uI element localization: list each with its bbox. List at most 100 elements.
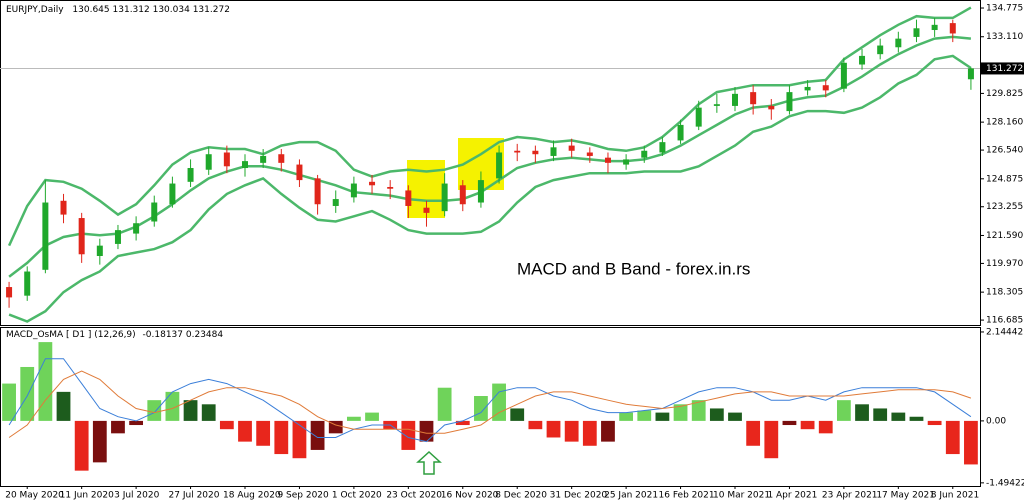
histogram-bar [38,342,53,421]
histogram-bar [546,420,561,438]
histogram-bar [219,420,234,430]
x-tick-label: 17 May 2021 [876,491,935,501]
x-tick-label: 8 Dec 2020 [495,491,547,501]
macd-panel-frame [0,327,981,487]
band-middle [8,35,972,278]
histogram-bar [945,420,960,455]
histogram-bar [601,420,615,442]
histogram-bar [346,416,361,421]
x-tick-label: 23 Oct 2020 [386,491,442,501]
histogram-bar [165,391,180,421]
last-price-label: 131.272 [986,64,1023,74]
histogram-bar [419,420,434,442]
histogram-bar [328,420,343,434]
y-tick-label: 129.825 [986,89,1023,99]
histogram-bar [310,420,325,450]
indicator-value: 0.23484 [186,330,223,340]
candle-body [768,105,775,110]
last-high: 131.312 [113,5,150,15]
candle-body [260,155,267,163]
candle-body [133,223,140,234]
histogram-bar [728,412,742,421]
candle-body [677,124,684,141]
histogram-bar [401,420,416,450]
histogram-bar [437,387,452,421]
y-tick-label: 118.305 [986,288,1023,298]
candle-body [732,93,738,106]
x-tick-label: 9 Sep 2020 [277,491,329,501]
candle-body [967,68,974,80]
candle-body [623,159,630,165]
y-tick-label: 123.255 [986,202,1023,212]
candle-body [786,92,793,112]
candle-body [205,154,212,170]
x-tick-label: 25 Jan 2021 [604,491,658,501]
candle-body [169,183,176,205]
candle-body [477,180,484,203]
histogram-bar [201,404,216,421]
symbol: EURJPY,Daily [6,5,64,15]
x-tick-label: 31 Dec 2020 [550,491,608,501]
candle-body [296,164,303,181]
candle-body [24,271,31,296]
histogram-bar [238,420,252,442]
y-tick-label: 121.590 [986,231,1023,241]
histogram-bar [183,400,198,421]
histogram-bar [20,366,35,421]
histogram-bar [528,420,543,430]
last-price-box [980,62,1024,75]
y-tick-label: 126.540 [986,146,1023,156]
candle-body [641,150,648,158]
histogram-bar [365,412,379,421]
candle-body [586,152,593,156]
histogram-bar [800,420,815,430]
candle-body [242,161,248,169]
histogram-bar [873,408,888,421]
candle-body [151,202,158,222]
histogram-bar [74,420,89,471]
candle-body [187,168,194,182]
histogram-bar [455,420,470,426]
candle-body [659,142,666,153]
candle-body [550,147,557,156]
histogram-bar [855,404,869,421]
candle-body [604,157,611,163]
y-tick-label: -1.49422 [986,478,1024,488]
y-tick-label: 0.00 [986,416,1006,426]
candle-body [78,218,85,255]
candle-body [931,24,938,31]
histogram-bar [56,391,71,421]
histogram-bar [256,420,271,446]
candle-body [441,183,448,212]
histogram-bar [746,420,761,446]
macd-line [8,358,972,443]
candle-body [350,183,357,198]
candle-body [713,104,720,106]
candle-body [949,23,956,34]
histogram-bar [782,420,797,426]
candle-body [223,152,230,167]
candle-body [840,62,847,89]
histogram-bar [2,383,16,421]
histogram-bar [564,420,579,442]
histogram-bar [891,412,906,421]
candle-body [332,199,339,206]
indicator-value: -0.18137 [143,330,183,340]
candle-body [114,230,121,244]
candle-body [913,28,920,37]
arrow-icon [416,450,442,475]
header: EURJPY,Daily 130.645 131.312 130.034 131… [6,5,230,15]
candle-body [459,185,466,205]
histogram-bar [147,400,162,421]
histogram-bar [655,412,670,421]
candle-body [42,202,49,270]
histogram-bar [92,420,107,463]
histogram-bar [964,420,978,465]
histogram-bar [836,400,851,421]
histogram-bar [673,404,688,421]
candle-body [314,178,321,205]
y-tick-label: 134.775 [986,4,1023,14]
candle-body [877,45,884,55]
annotation: MACD and B Band - forex.in.rs [517,259,750,278]
